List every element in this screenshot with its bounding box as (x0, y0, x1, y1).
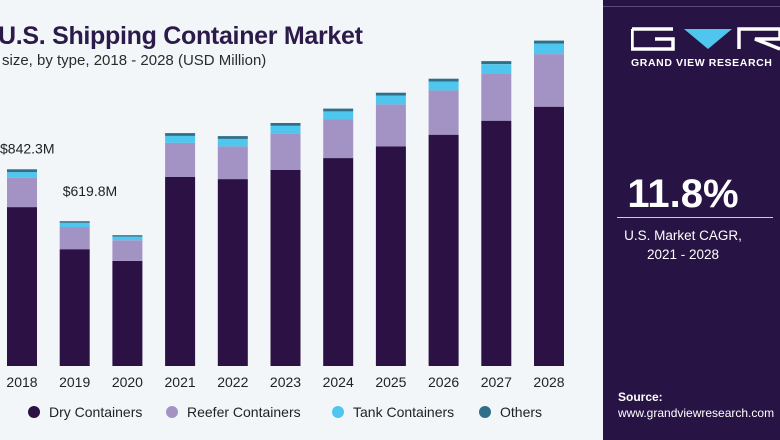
bar-2021-reefer-containers (165, 142, 196, 177)
bar-2025-dry-containers (375, 146, 406, 366)
legend-swatch-reefer (166, 406, 178, 418)
bar-2020-others (112, 235, 143, 237)
x-tick-label-2027: 2027 (481, 374, 512, 390)
bar-2018-dry-containers (7, 207, 37, 366)
cagr-label-line2: 2021 - 2028 (646, 247, 720, 262)
bar-2022-tank-containers (217, 138, 248, 147)
chart-title: U.S. Shipping Container Market (0, 22, 363, 50)
bar-2027-dry-containers (481, 120, 512, 366)
bar-chart: 2018 2019 2020 2021 2022 2023 2024 2025 2026 2027… (0, 40, 565, 390)
bar-2024-others (323, 108, 354, 112)
brand-name: GRAND VIEW RESEARCH (631, 57, 773, 69)
legend-label-tank: Tank Containers (353, 404, 455, 420)
chart-subtitle: size, by type, 2018 - 2028 (USD Million) (2, 52, 267, 69)
bar-2026-tank-containers (428, 81, 459, 91)
x-tick-label-2023: 2023 (270, 374, 301, 390)
legend-item-others: Others (479, 402, 542, 422)
bar-2021-others (165, 133, 196, 136)
legend-label-dry: Dry Containers (49, 404, 143, 420)
x-tick-label-2025: 2025 (375, 374, 406, 390)
data-label-2019: $619.8M (63, 183, 117, 199)
bar-2024-tank-containers (323, 111, 354, 120)
bar-2028-reefer-containers (534, 54, 564, 107)
bar-2026-reefer-containers (428, 90, 459, 135)
bar-2023-tank-containers (270, 125, 301, 134)
bar-2022-dry-containers (217, 179, 248, 366)
bar-2026-dry-containers (428, 134, 459, 366)
bar-2025-reefer-containers (375, 104, 406, 147)
bar-2022-others (217, 136, 248, 139)
bar-2018-tank-containers (7, 172, 37, 178)
x-tick-label-2022: 2022 (217, 374, 248, 390)
legend-swatch-others (479, 406, 491, 418)
bar-2027-reefer-containers (481, 74, 512, 121)
bar-2027-tank-containers (481, 64, 512, 74)
bar-2028-tank-containers (534, 43, 564, 55)
bar-2025-others (375, 92, 406, 96)
bar-2026-others (428, 78, 459, 82)
bar-2028-dry-containers (534, 106, 564, 366)
x-tick-label-2018: 2018 (6, 374, 37, 390)
sidebar-divider (603, 6, 780, 7)
bar-2028-others (534, 40, 564, 44)
bar-2020-dry-containers (112, 260, 143, 366)
legend-item-dry: Dry Containers (28, 402, 142, 422)
source-url: www.grandviewresearch.com (618, 406, 775, 420)
legend-swatch-dry (28, 406, 40, 418)
legend-item-tank: Tank Containers (332, 402, 454, 422)
sidebar-panel: GRAND VIEW RESEARCH 11.8% U.S. Market CA… (603, 0, 780, 440)
bar-2025-tank-containers (375, 95, 406, 105)
x-tick-label-2028: 2028 (533, 374, 564, 390)
bar-2019-tank-containers (59, 222, 90, 227)
x-tick-label-2026: 2026 (428, 374, 459, 390)
source-label: Source: (618, 390, 663, 404)
bar-2022-reefer-containers (217, 146, 248, 180)
x-tick-label-2020: 2020 (112, 374, 143, 390)
bar-2027-others (481, 61, 512, 65)
bar-2019-others (59, 221, 90, 223)
grand-view-research-logo (631, 27, 780, 51)
x-tick-label-2024: 2024 (323, 374, 354, 390)
bar-2021-tank-containers (165, 135, 196, 143)
bar-2019-dry-containers (59, 249, 90, 366)
bar-2024-dry-containers (323, 158, 354, 366)
bar-2020-reefer-containers (112, 240, 143, 261)
legend-item-reefer: Reefer Containers (166, 402, 301, 422)
legend-label-others: Others (500, 404, 543, 420)
data-label-2018: $842.3M (0, 140, 54, 156)
cagr-value: 11.8% (627, 172, 739, 216)
x-tick-label-2021: 2021 (165, 374, 196, 390)
cagr-divider (617, 217, 773, 218)
bar-2018-others (7, 169, 37, 173)
bar-2018-reefer-containers (7, 177, 37, 208)
chart-panel: U.S. Shipping Container Market size, by … (0, 0, 603, 440)
bar-2023-reefer-containers (270, 133, 301, 170)
cagr-label: U.S. Market CAGR, 2021 - 2028 (603, 226, 763, 264)
bar-2020-tank-containers (112, 236, 143, 241)
bar-2023-dry-containers (270, 169, 301, 366)
bar-2019-reefer-containers (59, 227, 90, 250)
legend-swatch-tank (332, 406, 344, 418)
bar-2023-others (270, 123, 301, 126)
x-tick-label-2019: 2019 (59, 374, 90, 390)
cagr-label-line1: U.S. Market CAGR, (624, 228, 742, 243)
bar-2024-reefer-containers (323, 119, 354, 158)
bar-2021-dry-containers (165, 176, 196, 366)
legend-label-reefer: Reefer Containers (187, 404, 301, 420)
